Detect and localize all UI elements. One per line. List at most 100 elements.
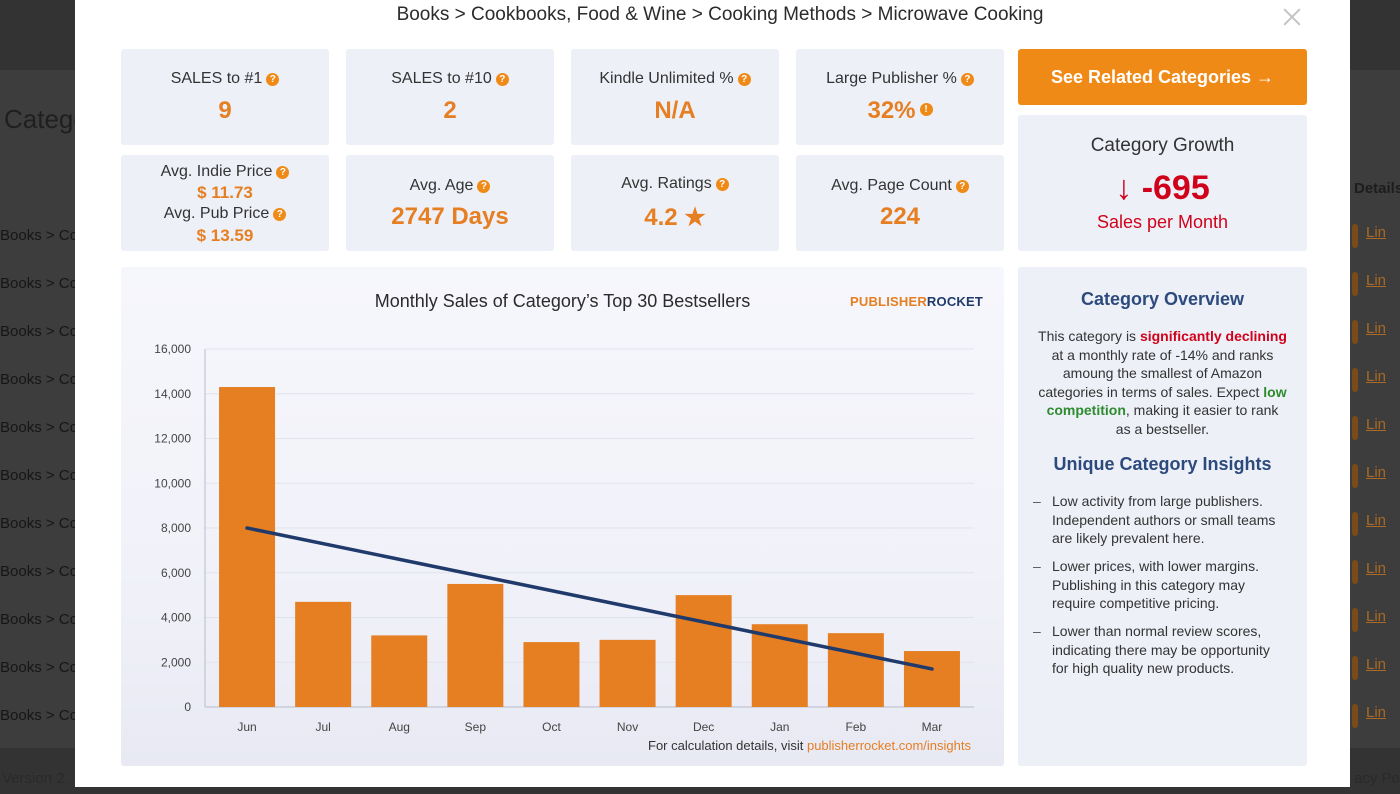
sales-to-10-card: SALES to #10? 2 xyxy=(346,49,554,145)
large-publisher-label: Large Publisher % xyxy=(826,70,957,87)
insights-link[interactable]: publisherrocket.com/insights xyxy=(806,738,971,753)
y-tick-label: 16,000 xyxy=(154,342,191,356)
sales-to-1-label: SALES to #1 xyxy=(170,70,263,87)
publisher-rocket-logo: PUBLISHERROCKET xyxy=(850,294,984,309)
sales-to-10-label: SALES to #10 xyxy=(391,70,492,87)
x-tick-label: Jul xyxy=(315,720,330,734)
avg-ratings-card: Avg. Ratings? 4.2 ★ xyxy=(571,155,779,251)
bg-row: Books > Co xyxy=(0,707,75,724)
insight-item: Lower prices, with lower margins. Publis… xyxy=(1033,557,1282,613)
bg-row: Books > Co xyxy=(0,371,75,388)
kindle-unlimited-card: Kindle Unlimited %? N/A xyxy=(571,49,779,145)
bg-row: Books > Co xyxy=(0,563,75,580)
category-growth-card: Category Growth ↓ -695 Sales per Month xyxy=(1018,115,1307,251)
kindle-unlimited-label: Kindle Unlimited % xyxy=(599,70,734,87)
bg-row: Books > Co xyxy=(0,323,75,340)
price-card: Avg. Indie Price? $ 11.73 Avg. Pub Price… xyxy=(121,155,329,251)
bg-row: Books > Co xyxy=(0,467,75,484)
breadcrumb: Books > Cookbooks, Food & Wine > Cooking… xyxy=(396,4,1044,25)
bg-row-link: Lin xyxy=(1352,556,1400,586)
close-button[interactable] xyxy=(1281,6,1303,28)
bg-row-link: Lin xyxy=(1352,508,1400,538)
bg-details-header: Details xyxy=(1354,180,1400,197)
y-tick-label: 12,000 xyxy=(154,432,191,446)
bg-heading: Catego xyxy=(4,104,88,134)
avg-ratings-value: 4.2 ★ xyxy=(644,204,706,231)
category-growth-value: ↓ -695 xyxy=(1115,169,1210,207)
category-overview-title: Category Overview xyxy=(1080,289,1245,309)
x-tick-label: Jun xyxy=(237,720,256,734)
avg-page-count-value: 224 xyxy=(879,203,921,230)
x-tick-label: Feb xyxy=(846,720,867,734)
avg-age-card: Avg. Age? 2747 Days xyxy=(346,155,554,251)
y-tick-label: 6,000 xyxy=(161,566,191,580)
x-tick-label: Aug xyxy=(389,720,410,734)
category-overview-text: This category is significantly declining… xyxy=(1038,328,1287,437)
bg-row: Books > Co xyxy=(0,419,75,436)
x-tick-label: Jan xyxy=(770,720,789,734)
y-tick-label: 14,000 xyxy=(154,387,191,401)
bar-feb xyxy=(827,633,884,707)
avg-age-value: 2747 Days xyxy=(391,203,509,230)
bg-row-link: Lin xyxy=(1352,268,1400,298)
y-tick-label: 10,000 xyxy=(154,476,191,490)
insight-item: Lower than normal review scores, indicat… xyxy=(1033,622,1282,678)
bar-dec xyxy=(675,595,732,707)
bg-row: Books > Co xyxy=(0,659,75,676)
info-icon[interactable]: ! xyxy=(919,103,933,116)
y-tick-label: 8,000 xyxy=(161,521,191,535)
insights-title: Unique Category Insights xyxy=(1053,454,1272,474)
bar-oct xyxy=(523,642,580,707)
category-overview-panel: Category Overview This category is signi… xyxy=(1018,267,1307,766)
large-publisher-value: 32% xyxy=(867,97,916,124)
bg-row: Books > Co xyxy=(0,611,75,628)
x-tick-label: Nov xyxy=(617,720,638,734)
avg-page-count-label: Avg. Page Count xyxy=(831,177,952,194)
sales-chart-panel: Monthly Sales of Category’s Top 30 Bests… xyxy=(121,267,1004,766)
bg-row: Books > Co xyxy=(0,275,75,292)
x-tick-label: Mar xyxy=(922,720,943,734)
bg-privacy-link: acy Po xyxy=(1354,770,1400,787)
bar-mar xyxy=(903,651,960,707)
insight-item: Low activity from large publishers. Inde… xyxy=(1033,492,1282,548)
chart-title: Monthly Sales of Category’s Top 30 Bests… xyxy=(374,291,751,311)
help-icon[interactable]: ? xyxy=(477,180,491,193)
help-icon[interactable]: ? xyxy=(273,208,287,221)
bg-row-link: Lin xyxy=(1352,604,1400,634)
x-tick-label: Oct xyxy=(542,720,561,734)
help-icon[interactable]: ? xyxy=(266,73,280,86)
sales-to-1-card: SALES to #1? 9 xyxy=(121,49,329,145)
bar-jul xyxy=(295,601,352,707)
bar-jun xyxy=(219,387,276,707)
large-publisher-card: Large Publisher %? 32%! xyxy=(796,49,1004,145)
bg-row-link: Lin xyxy=(1352,412,1400,442)
help-icon[interactable]: ? xyxy=(276,166,290,179)
avg-page-count-card: Avg. Page Count? 224 xyxy=(796,155,1004,251)
bg-row: Books > Co xyxy=(0,515,75,532)
bg-row: Books > Co xyxy=(0,227,75,244)
kindle-unlimited-value: N/A xyxy=(654,97,696,124)
x-tick-label: Sep xyxy=(465,720,487,734)
bg-row-link: Lin xyxy=(1352,364,1400,394)
help-icon[interactable]: ? xyxy=(955,180,969,193)
indie-price-value: $ 11.73 xyxy=(197,183,253,202)
help-icon[interactable]: ? xyxy=(737,73,751,86)
bg-row-link: Lin xyxy=(1352,460,1400,490)
bar-nov xyxy=(599,639,656,707)
y-tick-label: 0 xyxy=(184,700,191,714)
bg-row-link: Lin xyxy=(1352,316,1400,346)
sales-bar-chart: 0 2,000 4,000 6,000 8,000 10,000 12,000 14,000 1… xyxy=(154,342,974,734)
indie-price-label: Avg. Indie Price xyxy=(160,163,273,180)
category-growth-title: Category Growth xyxy=(1090,135,1235,156)
sales-to-10-value: 2 xyxy=(443,97,457,124)
chart-footer: For calculation details, visit publisher… xyxy=(648,738,971,753)
y-tick-label: 4,000 xyxy=(161,611,191,625)
category-modal: Books > Cookbooks, Food & Wine > Cooking… xyxy=(75,0,1350,787)
help-icon[interactable]: ? xyxy=(715,178,729,191)
see-related-categories-button[interactable]: See Related Categories → xyxy=(1018,49,1307,105)
help-icon[interactable]: ? xyxy=(960,73,974,86)
category-growth-subtitle: Sales per Month xyxy=(1096,212,1229,232)
bar-aug xyxy=(371,635,428,707)
help-icon[interactable]: ? xyxy=(495,73,509,86)
avg-age-label: Avg. Age xyxy=(409,177,474,194)
